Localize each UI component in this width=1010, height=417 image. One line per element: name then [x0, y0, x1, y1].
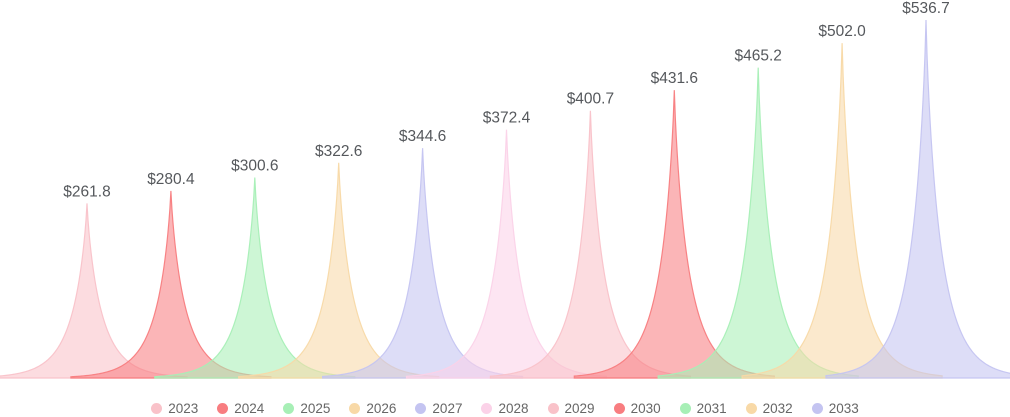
legend-item-2031[interactable]: 2031	[679, 400, 727, 416]
legend-item-label: 2026	[366, 400, 397, 416]
legend-item-label: 2029	[564, 400, 595, 416]
legend-item-label: 2027	[432, 400, 463, 416]
legend-item-label: 2032	[762, 400, 793, 416]
value-label-2024: $280.4	[147, 171, 195, 188]
legend-item-label: 2023	[168, 400, 199, 416]
legend-marker-icon	[811, 402, 823, 414]
legend-item-2025[interactable]: 2025	[283, 400, 331, 416]
legend-item-2023[interactable]: 2023	[151, 400, 199, 416]
legend-item-2029[interactable]: 2029	[547, 400, 595, 416]
legend-marker-icon	[613, 402, 625, 414]
legend-item-2030[interactable]: 2030	[613, 400, 661, 416]
legend-item-2032[interactable]: 2032	[745, 400, 793, 416]
series-area-2033[interactable]	[825, 19, 1010, 379]
legend-marker-icon	[547, 402, 559, 414]
legend-item-2024[interactable]: 2024	[217, 400, 265, 416]
value-label-2032: $502.0	[818, 23, 866, 40]
legend-marker-icon	[415, 402, 427, 414]
legend-marker-icon	[745, 402, 757, 414]
legend-item-label: 2030	[630, 400, 661, 416]
value-label-2033: $536.7	[902, 0, 949, 17]
legend-marker-icon	[151, 402, 163, 414]
legend-item-2026[interactable]: 2026	[349, 400, 397, 416]
legend-marker-icon	[679, 402, 691, 414]
legend-item-2033[interactable]: 2033	[811, 400, 859, 416]
legend-item-label: 2033	[828, 400, 859, 416]
value-label-2030: $431.6	[651, 70, 698, 87]
value-label-2027: $344.6	[399, 128, 446, 145]
value-label-2031: $465.2	[734, 48, 781, 65]
legend-marker-icon	[217, 402, 229, 414]
value-label-2025: $300.6	[231, 158, 278, 175]
chart-legend: 2023 2024 2025 2026 2027 2028 2029 2030 2031 2032…	[0, 400, 1010, 416]
chart-canvas: $261.8 $280.4 $300.6 $322.6 $344.6 $372.4 $400…	[0, 0, 1010, 379]
value-label-2026: $322.6	[315, 143, 362, 160]
legend-item-label: 2031	[696, 400, 727, 416]
legend-item-2028[interactable]: 2028	[481, 400, 529, 416]
legend-item-label: 2028	[498, 400, 529, 416]
value-label-2029: $400.7	[567, 91, 614, 108]
legend-marker-icon	[283, 402, 295, 414]
value-label-2028: $372.4	[483, 110, 531, 127]
legend-item-label: 2024	[234, 400, 265, 416]
legend-item-2027[interactable]: 2027	[415, 400, 463, 416]
legend-marker-icon	[481, 402, 493, 414]
legend-marker-icon	[349, 402, 361, 414]
value-label-2023: $261.8	[63, 183, 110, 200]
legend-item-label: 2025	[300, 400, 331, 416]
